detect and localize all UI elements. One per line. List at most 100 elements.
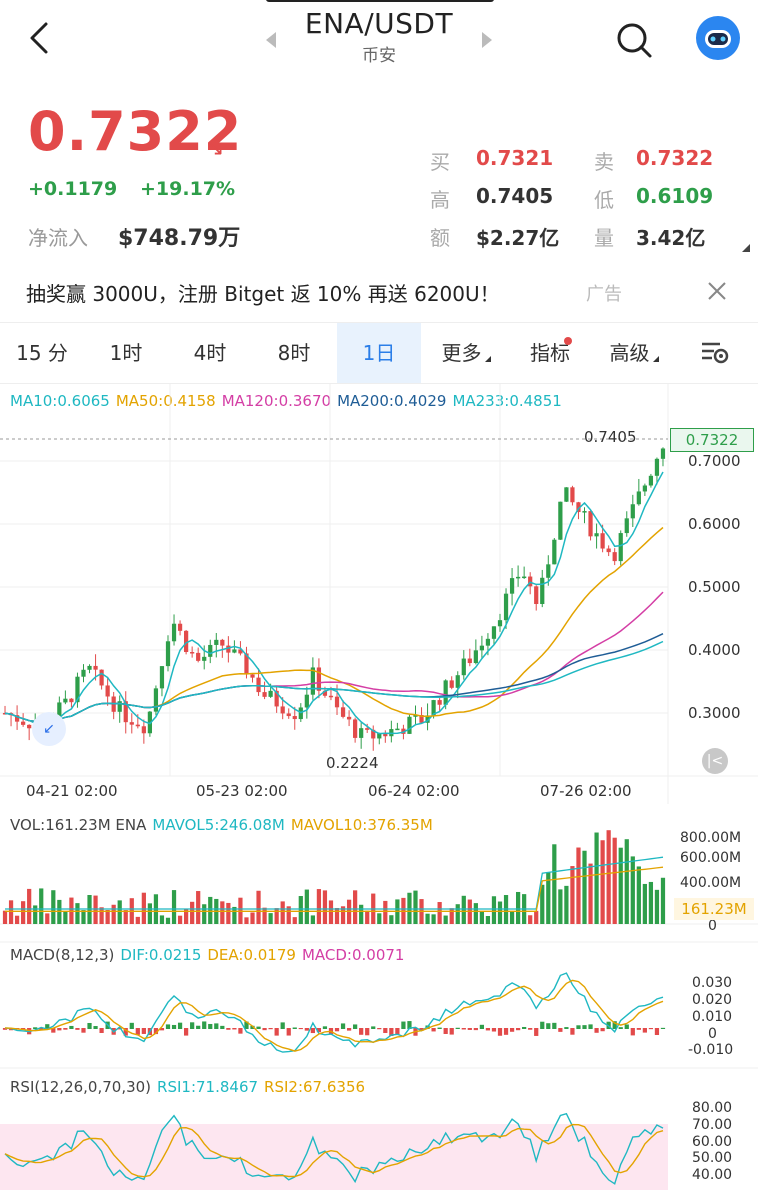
stat-value-bid: 0.7321 — [476, 146, 554, 170]
candle-body — [612, 552, 617, 562]
macd-bar — [196, 1025, 201, 1029]
macd-bar — [232, 1028, 237, 1030]
volume-chart[interactable]: 800.00M 600.00M 400.00M 0 — [0, 806, 758, 946]
candle-body — [515, 576, 521, 579]
jump-latest-icon[interactable]: |< — [702, 748, 728, 774]
tab-1h[interactable]: 1时 — [109, 341, 143, 365]
macd-bar — [473, 1028, 478, 1031]
stat-label-ask: 卖 — [594, 150, 614, 174]
candle-body — [618, 533, 623, 562]
macd-bar — [165, 1024, 171, 1029]
robot-assistant-icon[interactable] — [696, 16, 740, 60]
volume-bar — [365, 910, 370, 924]
dea-legend: DEA:0.0179 — [207, 946, 296, 964]
rsi-band — [0, 1124, 668, 1190]
rsi1-legend: RSI1:71.8467 — [157, 1078, 259, 1096]
volume-bar — [298, 896, 303, 924]
ad-text[interactable]: 抽奖赢 3000U，注册 Bitget 返 10% 再送 6200U！ — [26, 282, 500, 306]
candle-body — [99, 669, 104, 686]
status-notch — [266, 0, 494, 2]
vol-legend: VOL:161.23M ENA — [10, 816, 147, 834]
next-pair-icon[interactable] — [482, 32, 492, 48]
candle-body — [346, 716, 352, 720]
candle-body — [564, 487, 569, 502]
caret-icon — [484, 356, 491, 362]
pair-title-group[interactable]: ENA/USDT 币安 — [260, 4, 498, 74]
netflow-value: $748.79万 — [118, 226, 241, 251]
macd-bar — [485, 1028, 491, 1031]
volume-bar — [618, 847, 623, 924]
macd-bar — [558, 1028, 563, 1032]
macd-bar — [334, 1028, 340, 1032]
candle-body — [334, 696, 340, 708]
macd-bar — [208, 1023, 213, 1029]
volume-bar — [624, 839, 629, 924]
macd-bar — [515, 1028, 521, 1031]
candle-body — [316, 667, 322, 691]
macd-bar — [93, 1026, 98, 1029]
candlestick-chart[interactable]: 0.7000 0.6000 0.5000 0.4000 0.3000 0.7405 0.… — [0, 384, 758, 804]
macd-bar — [99, 1028, 104, 1033]
volume-bar — [564, 885, 569, 924]
macd-tick-5: -0.010 — [688, 1042, 733, 1058]
candle-body — [534, 586, 539, 605]
candle-body — [371, 729, 376, 739]
tab-indicators[interactable]: 指标 — [508, 323, 592, 383]
volume-bar — [340, 906, 346, 924]
volume-bar — [322, 890, 328, 924]
tab-8h[interactable]: 8时 — [277, 341, 311, 365]
chevron-left-icon[interactable] — [22, 18, 62, 58]
volume-bar — [461, 895, 466, 924]
netflow-label: 净流入 — [28, 226, 88, 250]
chart-settings-icon[interactable] — [700, 339, 730, 367]
volume-bar — [582, 850, 587, 924]
rsi-chart[interactable]: 80.00 70.00 60.00 50.00 40.00 — [0, 1070, 758, 1200]
macd-bar — [365, 1028, 370, 1036]
volume-bar — [558, 889, 563, 924]
macd-bar — [220, 1025, 225, 1029]
volume-bar — [377, 913, 382, 924]
volume-bar — [636, 866, 641, 924]
tab-15m[interactable]: 15 分 — [16, 341, 68, 365]
candle-body — [123, 701, 128, 723]
volume-bar — [256, 890, 261, 924]
macd-bar — [353, 1024, 358, 1029]
prev-pair-icon[interactable] — [266, 32, 276, 48]
expand-corner-icon[interactable] — [742, 244, 750, 252]
ma-lines-group — [4, 471, 664, 735]
macd-bar — [153, 1028, 159, 1035]
tab-1d[interactable]: 1日 — [337, 323, 421, 383]
volume-bar — [437, 902, 442, 924]
ma10-legend: MA10:0.6065 — [10, 392, 110, 410]
macd-bar — [455, 1027, 460, 1029]
macd-bar — [576, 1025, 581, 1029]
candle-body — [425, 715, 430, 723]
volume-bar — [250, 912, 255, 924]
volume-bar — [431, 914, 436, 924]
macd-tick-2: 0.020 — [692, 992, 732, 1008]
macd-bar — [564, 1027, 569, 1029]
close-icon[interactable] — [706, 280, 728, 302]
mavol10-legend: MAVOL10:376.35M — [290, 816, 433, 834]
stat-label-volume: 量 — [594, 226, 614, 250]
ma-legend: MA10:0.6065 MA50:0.4158 MA120:0.3670 MA200:… — [10, 392, 568, 410]
ma-line — [4, 471, 664, 735]
volume-bar — [135, 916, 140, 924]
ma200-legend: MA200:0.4029 — [337, 392, 447, 410]
tab-more[interactable]: 更多 — [424, 323, 508, 383]
tab-4h[interactable]: 4时 — [193, 341, 227, 365]
search-icon[interactable] — [614, 20, 654, 60]
volume-bar — [268, 913, 273, 924]
macd-bar — [437, 1027, 442, 1029]
candle-body — [522, 576, 527, 579]
trend-arrow-icon: ↘ — [206, 136, 225, 161]
macd-bar — [401, 1021, 406, 1029]
draw-tool-icon[interactable]: ↙ — [32, 712, 66, 746]
macd-bar — [552, 1022, 557, 1029]
candle-body — [606, 548, 611, 553]
volume-bar — [21, 901, 26, 924]
macd-bar — [395, 1028, 400, 1035]
tab-advanced[interactable]: 高级 — [592, 323, 676, 383]
volume-bar — [316, 889, 322, 924]
macd-chart[interactable]: 0.030 0.020 0.010 0 -0.010 — [0, 940, 758, 1070]
